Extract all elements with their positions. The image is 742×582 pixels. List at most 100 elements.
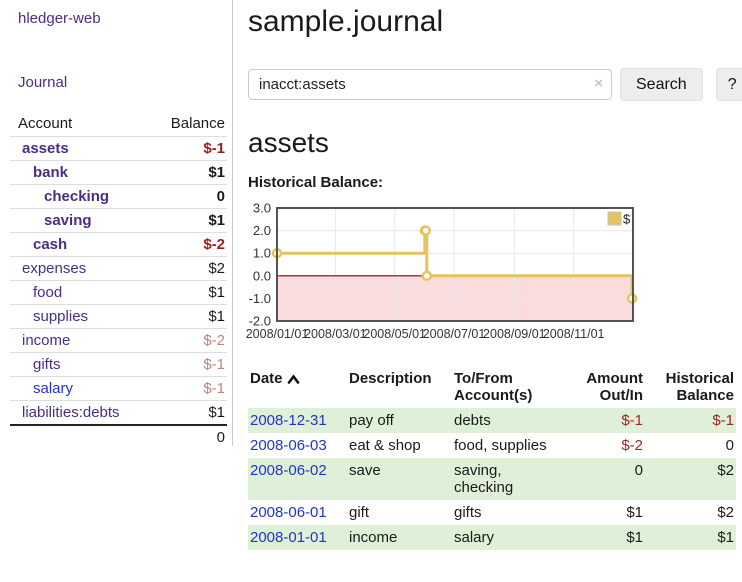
transaction-description: pay off (349, 412, 394, 430)
account-balance: $-2 (146, 328, 227, 353)
account-row: saving $1 (10, 208, 227, 233)
account-balance: $-1 (146, 352, 227, 377)
clear-search-icon[interactable]: × (594, 75, 603, 92)
account-row: food $1 (10, 280, 227, 305)
account-link[interactable]: checking (44, 188, 110, 205)
account-heading: assets (248, 127, 329, 158)
transaction-balance: $1 (717, 529, 734, 547)
account-link[interactable]: liabilities:debts (22, 404, 120, 421)
account-balance: $-1 (203, 140, 225, 157)
chart-title: Historical Balance: (248, 174, 384, 192)
transaction-date-link[interactable]: 2008-06-03 (250, 437, 327, 455)
transaction-amount: $1 (626, 504, 643, 522)
accounts-col-account: Account (10, 112, 147, 137)
account-row: checking 0 (10, 184, 227, 209)
transaction-accounts: food, supplies (454, 437, 547, 455)
register-col-date[interactable]: Date (248, 368, 347, 408)
account-row: expenses $2 (10, 256, 227, 281)
register-row: 2008-06-02 save saving, checking 0 $2 (248, 458, 736, 501)
register-row: 2008-01-01 income salary $1 $1 (248, 525, 736, 551)
chart-y-tick-label: 1.0 (253, 246, 271, 261)
account-balance: $2 (146, 256, 227, 281)
transaction-amount: $-1 (621, 412, 643, 430)
transaction-description: eat & shop (349, 437, 421, 455)
chart-data-point (420, 225, 432, 237)
account-link[interactable]: expenses (22, 260, 87, 277)
transaction-date-link[interactable]: 2008-06-01 (250, 504, 327, 522)
transaction-date-link[interactable]: 2008-06-02 (250, 462, 327, 480)
transaction-date-link[interactable]: 2008-01-01 (250, 529, 327, 547)
transaction-balance: $2 (717, 504, 734, 522)
sidebar-item-journal[interactable]: Journal (18, 74, 68, 91)
register-row: 2008-12-31 pay off debts $-1 $-1 (248, 408, 736, 434)
register-col-description: Description (349, 370, 432, 388)
account-balance: $1 (146, 304, 227, 329)
chart-x-tick-label: 2008/03/01 (304, 327, 367, 341)
account-row: bank $1 (10, 160, 227, 185)
accounts-col-balance: Balance (146, 112, 227, 137)
chart-x-tick-label: 2008/09/01 (483, 327, 546, 341)
chart-data-point (421, 270, 433, 282)
transaction-description: income (349, 529, 398, 547)
search-button[interactable]: Search (620, 68, 703, 101)
transaction-description: save (349, 462, 381, 480)
account-link[interactable]: saving (44, 212, 92, 229)
account-row: liabilities:debts $1 (10, 400, 227, 425)
chart-y-tick-label: -2.0 (249, 314, 271, 329)
account-link[interactable]: cash (33, 236, 68, 253)
account-link[interactable]: food (33, 284, 63, 301)
chart-x-tick-label: 2008/07/01 (423, 327, 486, 341)
account-row: salary $-1 (10, 376, 227, 401)
transaction-description: gift (349, 504, 370, 522)
transaction-amount: $1 (626, 529, 643, 547)
transaction-date-link[interactable]: 2008-12-31 (250, 412, 327, 430)
account-balance: $1 (146, 400, 227, 425)
sidebar: hledger-web Journal Account Balance asse… (0, 0, 233, 449)
account-link[interactable]: bank (33, 164, 69, 181)
chart-x-tick-label: 2008/11/01 (543, 327, 605, 341)
search-form: × Search ? (248, 68, 742, 101)
legend-label: $ (623, 212, 631, 227)
search-input[interactable] (248, 69, 612, 100)
chart-y-tick-label: 3.0 (253, 203, 271, 216)
historical-balance-chart: 3.0 2.0 1.0 0.0 -1.0 -2.02008/01/012008/03/01… (246, 201, 638, 341)
account-balance: 0 (146, 184, 227, 209)
account-row: cash $-2 (10, 232, 227, 257)
account-link[interactable]: gifts (33, 356, 61, 373)
transaction-balance: 0 (725, 437, 734, 455)
account-row: income $-2 (10, 328, 227, 353)
register-row: 2008-06-01 gift gifts $1 $2 (248, 500, 736, 525)
chart-x-tick-label: 2008/01/01 (246, 327, 309, 341)
account-link[interactable]: income (22, 332, 71, 349)
transaction-accounts: salary (454, 529, 495, 547)
register-col-amount: Amount Out/In (586, 370, 643, 405)
chart-border (276, 207, 634, 323)
account-row: assets $-1 (10, 137, 227, 161)
sort-asc-icon (287, 374, 299, 384)
account-balance: $1 (146, 160, 227, 185)
transaction-accounts: debts (454, 412, 491, 430)
help-button[interactable]: ? (715, 68, 742, 101)
transaction-accounts: saving, checking (454, 462, 514, 497)
chart-y-tick-label: 2.0 (253, 223, 271, 238)
transaction-balance: $-1 (712, 412, 734, 430)
transaction-balance: $2 (717, 462, 734, 480)
chart-x-tick-label: 2008/05/01 (363, 327, 426, 341)
account-balance: $-1 (146, 376, 227, 401)
transaction-amount: $-2 (621, 437, 643, 455)
account-balance: $-2 (146, 232, 227, 257)
account-link[interactable]: supplies (33, 308, 89, 325)
register-col-accounts: To/From Account(s) (454, 370, 533, 405)
account-link[interactable]: salary (33, 380, 74, 397)
register-col-balance: Historical Balance (665, 370, 734, 405)
account-row: supplies $1 (10, 304, 227, 329)
transaction-accounts: gifts (454, 504, 482, 522)
main-content: sample.journal × Search ? assets Histori… (246, 0, 742, 551)
page-title: sample.journal (248, 5, 444, 38)
accounts-total-balance: 0 (146, 424, 227, 449)
accounts-table: Account Balance assets $-1 bank $1 check… (10, 112, 227, 449)
app-brand-link[interactable]: hledger-web (18, 10, 101, 27)
chart-y-tick-label: 0.0 (253, 268, 271, 283)
account-row: gifts $-1 (10, 352, 227, 377)
account-link[interactable]: assets (22, 140, 69, 157)
